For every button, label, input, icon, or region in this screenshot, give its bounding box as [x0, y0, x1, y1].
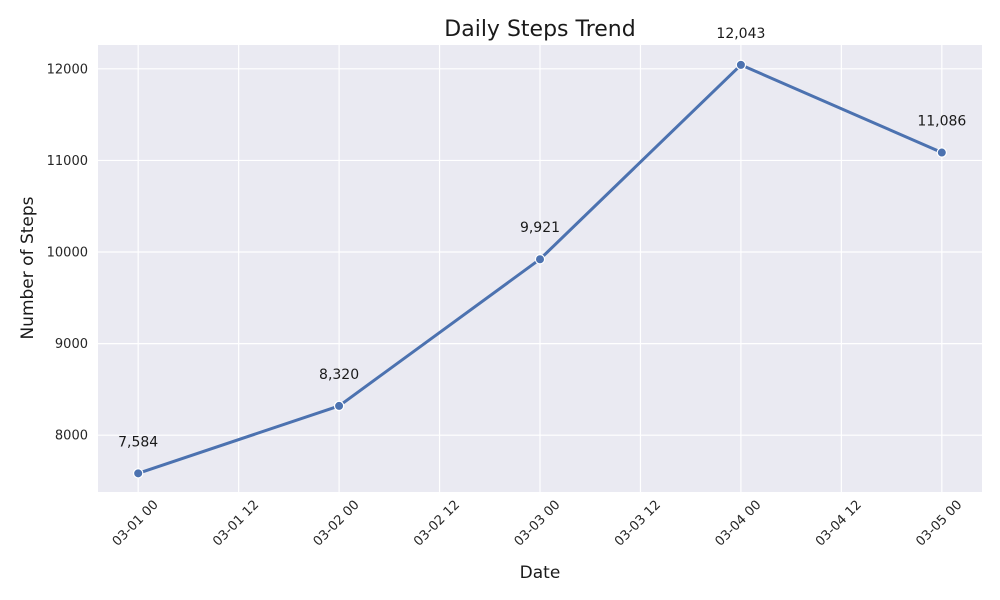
data-label: 7,584 — [118, 434, 158, 450]
data-labels: 7,584 8,320 9,921 12,043 11,086 — [118, 26, 966, 450]
y-tick-label: 11000 — [47, 154, 88, 169]
x-tick-label: 03-02 12 — [411, 498, 463, 550]
x-tick-label: 03-05 00 — [913, 498, 965, 550]
x-axis-ticks: 03-01 00 03-01 12 03-02 00 03-02 12 03-03 00… — [110, 498, 966, 550]
y-tick-label: 12000 — [47, 62, 88, 77]
horizontal-gridlines — [98, 68, 982, 436]
data-point — [735, 59, 747, 71]
y-tick-label: 9000 — [55, 337, 88, 352]
y-tick-label: 8000 — [55, 429, 88, 444]
x-tick-label: 03-04 12 — [813, 498, 865, 550]
x-tick-label: 03-02 00 — [311, 498, 363, 550]
y-axis-label: Number of Steps — [18, 196, 38, 339]
data-label: 12,043 — [716, 26, 765, 42]
x-tick-label: 03-01 00 — [110, 498, 162, 550]
data-point — [936, 147, 948, 158]
vertical-gridlines — [137, 45, 943, 492]
data-label: 8,320 — [319, 367, 359, 383]
data-label: 11,086 — [917, 114, 966, 130]
data-point — [333, 400, 345, 412]
data-point — [534, 254, 546, 265]
data-label: 9,921 — [520, 220, 560, 236]
x-axis-label: Date — [520, 563, 561, 583]
x-tick-label: 03-04 00 — [712, 498, 764, 550]
chart-title: Daily Steps Trend — [444, 17, 635, 42]
data-point — [132, 468, 144, 479]
y-axis-ticks: 8000 9000 10000 11000 12000 — [47, 62, 88, 443]
y-tick-label: 10000 — [47, 246, 88, 261]
x-tick-label: 03-01 12 — [210, 498, 262, 550]
data-points — [132, 59, 948, 479]
x-tick-label: 03-03 00 — [512, 498, 564, 550]
x-tick-label: 03-03 12 — [612, 498, 664, 550]
